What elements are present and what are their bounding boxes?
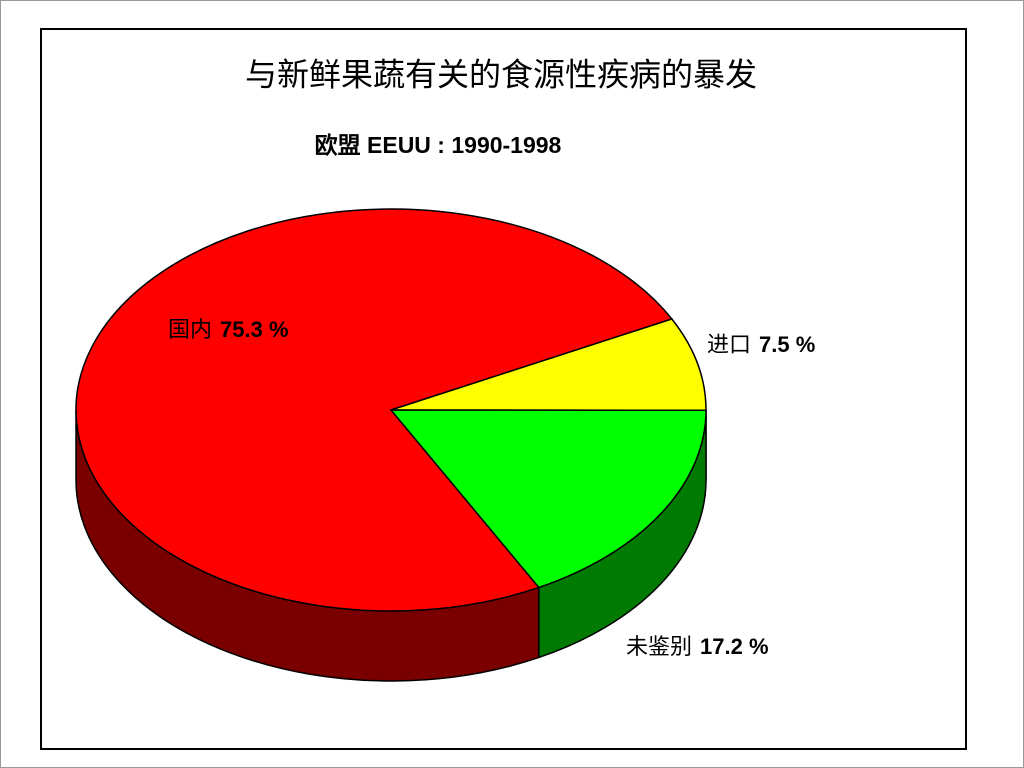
slice-label: 进口 7.5 % [707,332,815,358]
category-label: 未鉴别 [626,635,692,660]
slice-label: 未鉴别 17.2 % [626,634,769,660]
category-label: 国内 [168,318,212,343]
value-label: 17.2 % [700,634,769,659]
pie-slice [75,208,674,612]
category-label: 进口 [707,333,751,358]
chart-subtitle: 欧盟 EEUU : 1990-1998 [315,132,562,158]
chart-title: 与新鲜果蔬有关的食源性疾病的暴发 [245,56,757,94]
slide-frame [40,28,967,750]
pie-slice [390,318,707,412]
pie-slice [389,409,707,589]
slice-label: 国内 75.3 % [168,317,289,343]
value-label: 7.5 % [759,332,815,357]
value-label: 75.3 % [220,317,289,342]
